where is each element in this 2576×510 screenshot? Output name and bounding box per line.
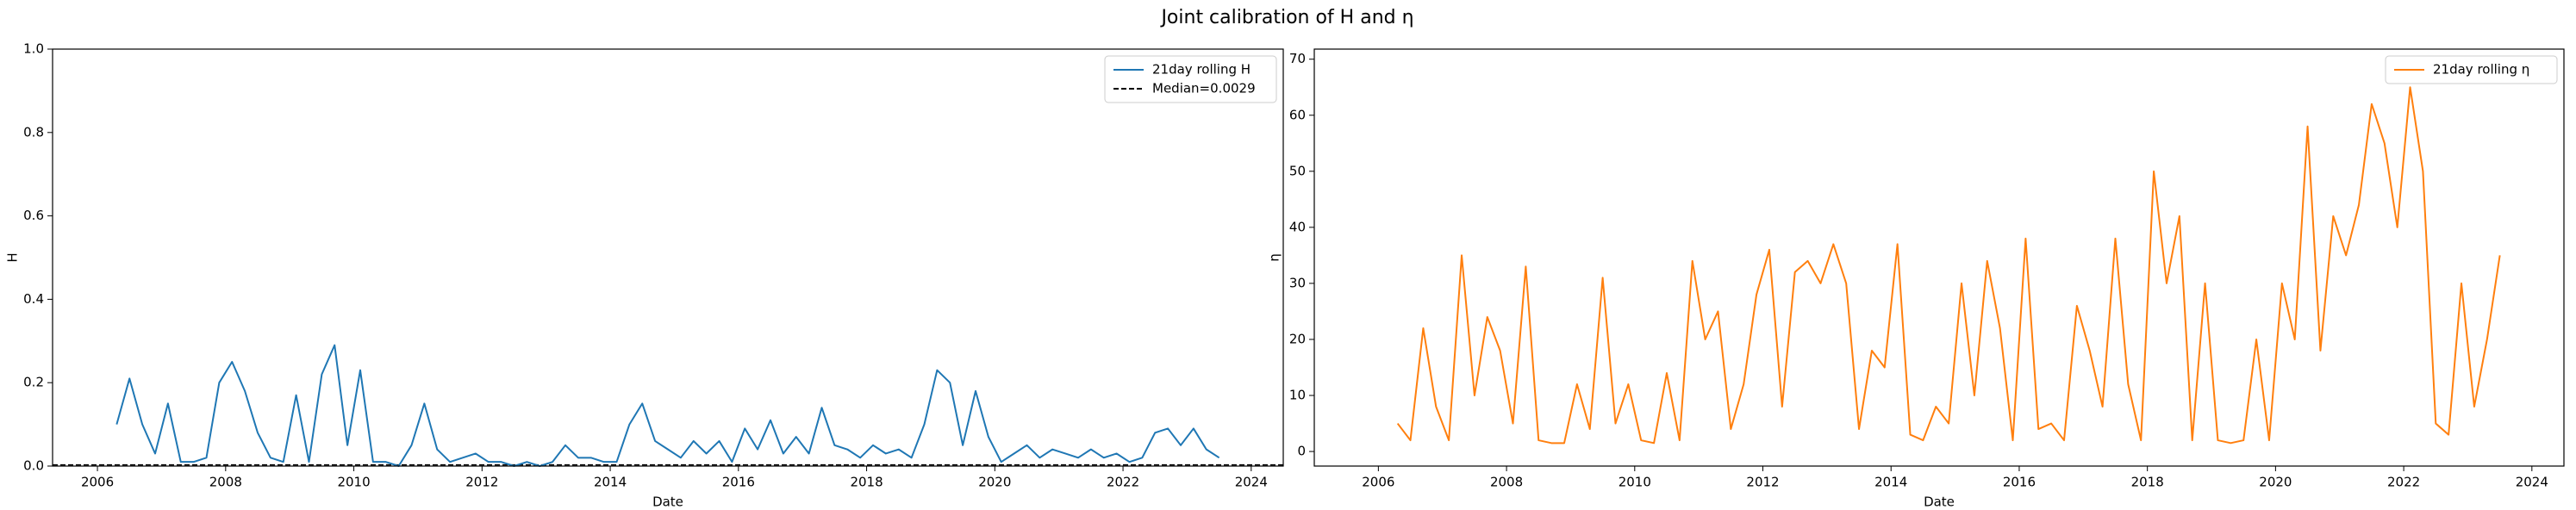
axes-frame <box>52 48 1284 467</box>
x-tick-label: 2024 <box>1235 475 1268 490</box>
y-tick-label: 0.4 <box>23 291 44 307</box>
x-tick-label: 2006 <box>81 475 114 490</box>
y-tick-label: 0.8 <box>23 124 44 140</box>
x-tick-label: 2010 <box>337 475 370 490</box>
legend-label: Median=0.0029 <box>1152 81 1256 96</box>
x-tick-label: 2014 <box>1874 475 1907 490</box>
figure-title: Joint calibration of H and η <box>1159 7 1413 28</box>
x-tick-label: 2008 <box>209 475 242 490</box>
x-tick-label: 2018 <box>850 475 883 490</box>
y-tick-label: 0.2 <box>23 375 44 390</box>
legend-label: 21day rolling η <box>2433 62 2529 78</box>
y-tick-label: 60 <box>1289 107 1306 122</box>
y-tick-label: 40 <box>1289 219 1306 234</box>
x-tick-label: 2022 <box>1107 475 1139 490</box>
y-tick-label: 1.0 <box>23 41 44 57</box>
x-tick-label: 2014 <box>594 475 627 490</box>
y-axis-label: η <box>1267 253 1282 262</box>
data-line <box>1396 86 2501 445</box>
y-tick-label: 0 <box>1297 444 1306 459</box>
axes-frame <box>1313 48 2565 467</box>
x-tick-label: 2020 <box>2259 475 2292 490</box>
x-tick-label: 2006 <box>1362 475 1394 490</box>
legend-box <box>2385 55 2558 84</box>
x-tick-label: 2018 <box>2131 475 2164 490</box>
axes-background <box>53 49 1283 466</box>
x-tick-label: 2008 <box>1490 475 1523 490</box>
x-tick-label: 2022 <box>2387 475 2420 490</box>
x-axis-label: Date <box>652 494 683 510</box>
y-tick-label: 70 <box>1289 51 1306 66</box>
legend-label: 21day rolling H <box>1152 62 1251 78</box>
data-line <box>115 344 1220 467</box>
y-tick-label: 0.6 <box>23 208 44 223</box>
y-tick-label: 30 <box>1289 275 1306 290</box>
x-tick-label: 2012 <box>1746 475 1779 490</box>
y-tick-label: 10 <box>1289 388 1306 403</box>
y-tick-label: 20 <box>1289 331 1306 346</box>
axes-background <box>1314 49 2564 466</box>
x-tick-label: 2012 <box>465 475 498 490</box>
x-tick-label: 2016 <box>722 475 755 490</box>
legend-box <box>1104 55 1277 103</box>
x-tick-label: 2010 <box>1619 475 1651 490</box>
y-tick-label: 50 <box>1289 163 1306 178</box>
y-tick-label: 0.0 <box>23 458 44 474</box>
y-axis-label: H <box>5 252 21 262</box>
x-tick-label: 2024 <box>2516 475 2548 490</box>
x-tick-label: 2020 <box>978 475 1011 490</box>
x-axis-label: Date <box>1924 494 1955 510</box>
x-tick-label: 2016 <box>2003 475 2036 490</box>
